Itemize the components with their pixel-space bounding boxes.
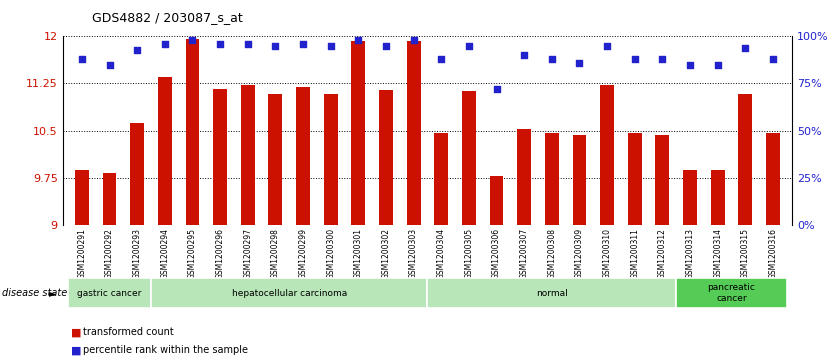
Text: GSM1200297: GSM1200297 — [244, 228, 252, 279]
Text: GSM1200298: GSM1200298 — [271, 228, 280, 278]
Point — [573, 60, 586, 66]
Text: GSM1200291: GSM1200291 — [78, 228, 87, 278]
Bar — [269, 94, 282, 225]
Point — [103, 62, 116, 68]
Point — [158, 41, 172, 47]
Point — [186, 37, 199, 43]
Point — [435, 56, 448, 62]
Text: GSM1200293: GSM1200293 — [133, 228, 142, 279]
Bar — [158, 77, 172, 225]
Text: GSM1200306: GSM1200306 — [492, 228, 501, 279]
Text: GSM1200295: GSM1200295 — [188, 228, 197, 279]
Text: GSM1200304: GSM1200304 — [437, 228, 445, 279]
Point — [739, 45, 752, 50]
Bar — [324, 94, 338, 225]
Text: GSM1200311: GSM1200311 — [631, 228, 639, 278]
Point — [75, 56, 88, 62]
Bar — [214, 89, 227, 225]
Point — [352, 37, 365, 43]
Point — [628, 56, 641, 62]
Point — [324, 43, 337, 49]
Bar — [75, 170, 88, 225]
Point — [490, 86, 503, 92]
Bar — [683, 170, 697, 225]
Text: GSM1200307: GSM1200307 — [520, 228, 529, 279]
Text: gastric cancer: gastric cancer — [78, 289, 142, 298]
Text: GSM1200299: GSM1200299 — [299, 228, 308, 279]
Bar — [628, 132, 641, 225]
Text: transformed count: transformed count — [83, 327, 174, 337]
Point — [241, 41, 254, 47]
Text: percentile rank within the sample: percentile rank within the sample — [83, 345, 249, 355]
Text: GDS4882 / 203087_s_at: GDS4882 / 203087_s_at — [92, 11, 243, 24]
Text: GSM1200296: GSM1200296 — [216, 228, 224, 279]
Bar — [545, 132, 559, 225]
Text: ■: ■ — [71, 327, 82, 337]
Point — [600, 43, 614, 49]
Text: GSM1200294: GSM1200294 — [160, 228, 169, 279]
Text: GSM1200315: GSM1200315 — [741, 228, 750, 279]
FancyBboxPatch shape — [68, 278, 151, 308]
Text: GSM1200314: GSM1200314 — [713, 228, 722, 279]
Bar — [351, 41, 365, 225]
Text: GSM1200313: GSM1200313 — [686, 228, 695, 279]
Point — [683, 62, 696, 68]
Bar — [490, 176, 504, 225]
Text: ■: ■ — [71, 345, 82, 355]
Bar — [103, 173, 117, 225]
Bar — [379, 90, 393, 225]
Text: normal: normal — [536, 289, 568, 298]
Text: disease state: disease state — [2, 288, 67, 298]
Text: GSM1200303: GSM1200303 — [409, 228, 418, 279]
Bar — [711, 170, 725, 225]
Point — [407, 37, 420, 43]
Bar — [738, 94, 752, 225]
Point — [269, 43, 282, 49]
Bar — [296, 87, 310, 225]
Text: GSM1200301: GSM1200301 — [354, 228, 363, 279]
Bar — [241, 85, 254, 225]
Point — [214, 41, 227, 47]
FancyBboxPatch shape — [427, 278, 676, 308]
Text: GSM1200300: GSM1200300 — [326, 228, 335, 279]
FancyBboxPatch shape — [676, 278, 786, 308]
Bar — [407, 41, 420, 225]
Text: GSM1200308: GSM1200308 — [547, 228, 556, 279]
Point — [130, 46, 143, 52]
Bar — [130, 122, 144, 225]
Bar — [185, 40, 199, 225]
Text: GSM1200312: GSM1200312 — [658, 228, 667, 278]
Bar — [517, 130, 531, 225]
Point — [379, 43, 393, 49]
Point — [518, 52, 531, 58]
Point — [462, 43, 475, 49]
Bar — [600, 85, 614, 225]
Bar — [656, 135, 670, 225]
Bar — [766, 132, 780, 225]
Bar — [462, 91, 476, 225]
Bar — [435, 132, 448, 225]
Bar — [573, 135, 586, 225]
Point — [656, 56, 669, 62]
Point — [296, 41, 309, 47]
Text: GSM1200292: GSM1200292 — [105, 228, 114, 278]
Text: hepatocellular carcinoma: hepatocellular carcinoma — [232, 289, 347, 298]
Text: GSM1200302: GSM1200302 — [381, 228, 390, 279]
Text: pancreatic
cancer: pancreatic cancer — [707, 284, 756, 303]
Point — [545, 56, 559, 62]
Point — [766, 56, 780, 62]
Text: GSM1200316: GSM1200316 — [768, 228, 777, 279]
Text: GSM1200310: GSM1200310 — [603, 228, 611, 279]
Text: GSM1200305: GSM1200305 — [465, 228, 474, 279]
Text: GSM1200309: GSM1200309 — [575, 228, 584, 279]
FancyBboxPatch shape — [151, 278, 427, 308]
Text: ►: ► — [49, 288, 57, 298]
Point — [711, 62, 725, 68]
